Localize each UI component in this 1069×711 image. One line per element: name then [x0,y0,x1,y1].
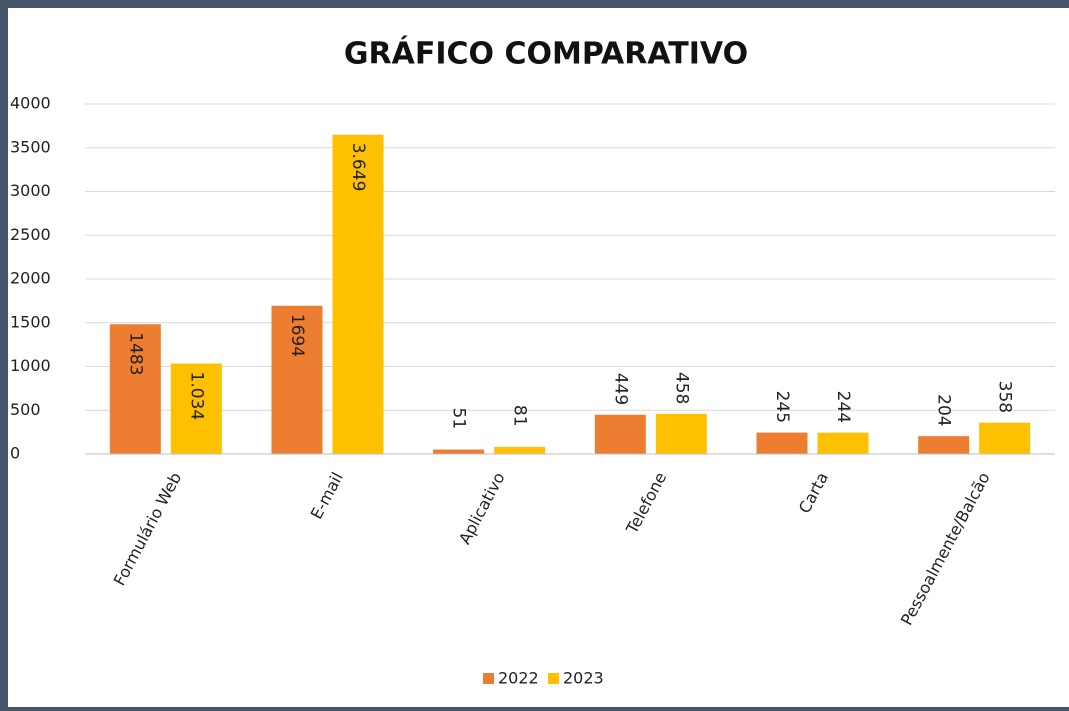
bar [494,446,546,454]
x-tick-label: E-mail [307,469,347,522]
legend-label: 2023 [563,669,604,688]
data-label: 3.649 [348,143,368,192]
chart: GRÁFICO COMPARATIVO 0 500 1000 1500 2000 2500… [10,36,1055,688]
data-label: 1694 [287,314,307,357]
y-tick-label: 500 [10,400,41,419]
y-tick-label: 2000 [10,269,51,288]
data-label: 244 [833,391,853,423]
bar [655,413,707,454]
data-label: 358 [995,381,1015,413]
data-label: 458 [671,372,691,404]
chart-title: GRÁFICO COMPARATIVO [344,36,748,72]
bar [433,449,485,454]
y-tick-label: 3000 [10,181,51,200]
legend-swatch [483,673,494,684]
legend-label: 2022 [498,669,539,688]
data-label: 1.034 [186,372,206,421]
x-tick-label: Carta [795,469,832,516]
bar [594,414,646,454]
data-label: 51 [449,408,469,430]
x-tick-label: Aplicativo [455,469,509,547]
bar [170,363,222,454]
y-tick-label: 1000 [10,356,51,375]
bar [979,422,1031,454]
data-label: 1483 [125,332,145,375]
y-tick-label: 3500 [10,137,51,156]
x-tick-label: Pessoalmente/Balcão [897,469,994,628]
y-tick-label: 4000 [10,94,51,113]
bar [817,432,869,454]
data-label: 449 [610,373,630,405]
legend-swatch [548,673,559,684]
bar [918,436,970,454]
x-tick-label: Telefone [622,469,671,538]
x-tick-label: Formulário Web [110,469,186,589]
bar [271,305,323,454]
bar [109,324,161,454]
data-label: 81 [510,405,530,427]
chart-frame: GRÁFICO COMPARATIVO 0 500 1000 1500 2000 2500… [8,8,1069,707]
y-tick-label: 0 [10,444,20,463]
bar [332,134,384,454]
bar [756,432,808,454]
data-label: 204 [934,394,954,426]
data-label: 245 [772,391,792,423]
y-tick-label: 1500 [10,312,51,331]
y-tick-label: 2500 [10,225,51,244]
